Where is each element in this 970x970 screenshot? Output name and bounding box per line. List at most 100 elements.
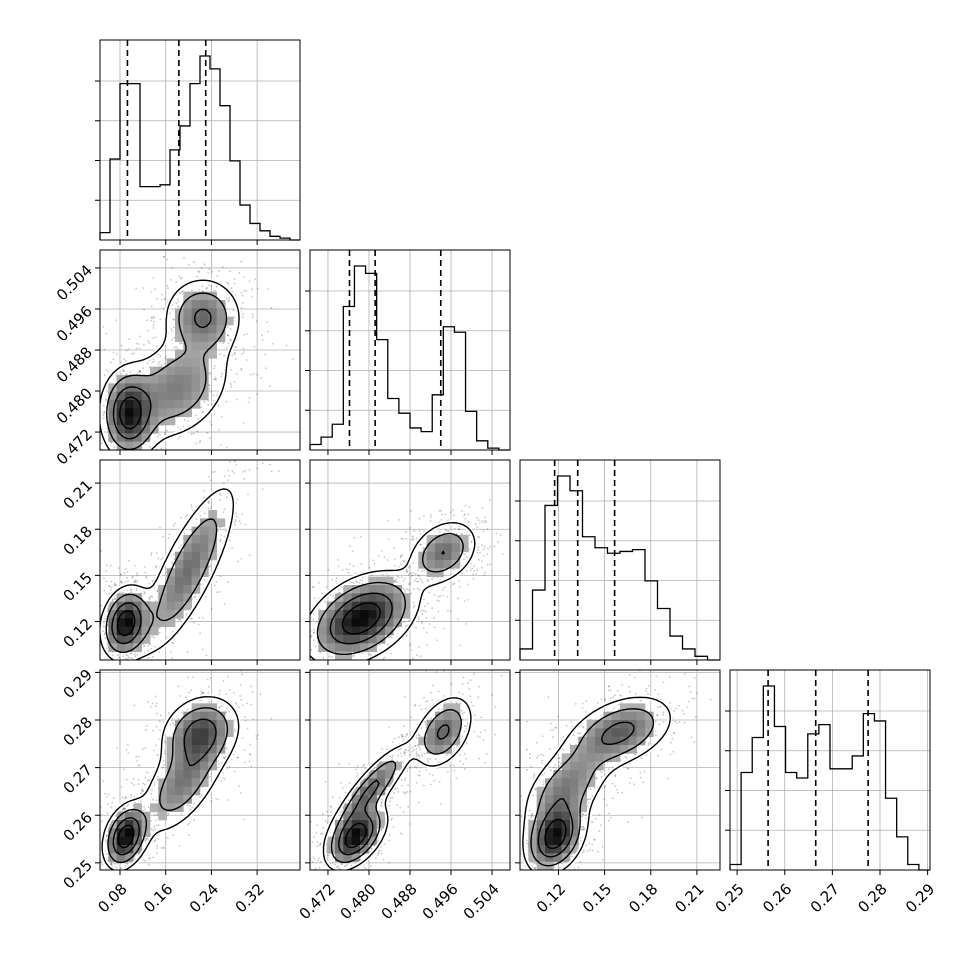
density-cell [183, 585, 192, 594]
sample-point [218, 498, 221, 501]
density-cell [150, 416, 159, 426]
sample-point [87, 853, 89, 855]
sample-point [92, 619, 94, 621]
sample-point [96, 638, 98, 640]
sample-point [217, 404, 220, 407]
sample-point [218, 706, 221, 708]
sample-point [126, 875, 128, 877]
sample-point [95, 808, 97, 810]
sample-point [231, 244, 233, 246]
sample-point [185, 696, 187, 699]
sample-point [472, 577, 475, 580]
sample-point [165, 429, 168, 432]
sample-point [106, 644, 109, 646]
sample-point [360, 535, 362, 538]
sample-point [222, 482, 225, 485]
sample-point [409, 645, 411, 647]
density-cell [175, 601, 184, 611]
sample-point [181, 711, 183, 714]
sample-point [412, 536, 415, 539]
sample-point [108, 592, 110, 595]
sample-point [136, 654, 139, 656]
density-cell [133, 618, 142, 627]
sample-point [106, 624, 109, 627]
sample-point [138, 335, 141, 338]
sample-point [452, 509, 454, 511]
sample-point [128, 871, 130, 873]
sample-point [257, 733, 259, 736]
sample-point [426, 643, 428, 646]
sample-point [101, 884, 103, 886]
sample-point [319, 667, 321, 669]
sample-point [144, 571, 147, 574]
density-cell [351, 585, 361, 594]
sample-point [126, 743, 129, 746]
sample-point [163, 749, 166, 752]
density-cell [191, 400, 201, 409]
density-cell [125, 610, 134, 619]
density-cell [191, 350, 201, 359]
sample-point [188, 691, 191, 694]
sample-point [121, 796, 124, 799]
sample-point [90, 696, 92, 698]
sample-point [152, 360, 155, 363]
histogram-step-line [729, 685, 930, 871]
sample-point [218, 429, 220, 431]
sample-point [85, 643, 87, 645]
sample-point [349, 545, 351, 548]
sample-point [160, 364, 163, 366]
sample-point [415, 626, 417, 629]
sample-point [161, 766, 164, 769]
sample-point [107, 872, 109, 874]
sample-point [209, 437, 211, 440]
sample-point [222, 679, 225, 682]
density-cell [175, 408, 184, 417]
density-cell [343, 626, 352, 636]
sample-point [70, 433, 72, 435]
x-tick-label: 0.27 [807, 880, 843, 916]
sample-point [419, 543, 422, 546]
sample-point [100, 861, 102, 863]
sample-point [244, 523, 247, 526]
density-cell [191, 366, 201, 376]
sample-point [242, 301, 244, 304]
sample-point [150, 291, 153, 293]
sample-point [195, 518, 198, 521]
density-cell [360, 593, 369, 602]
sample-point [387, 559, 389, 562]
sample-point [122, 807, 125, 810]
sample-point [180, 516, 183, 519]
sample-point [285, 344, 288, 347]
sample-point [231, 354, 234, 357]
sample-point [408, 582, 410, 585]
density-cell [208, 526, 217, 536]
sample-point [233, 770, 236, 773]
density-cell [368, 635, 377, 644]
sample-point [151, 317, 154, 320]
sample-point [438, 509, 441, 512]
sample-point [106, 795, 108, 798]
sample-point [104, 632, 107, 635]
sample-point [244, 469, 247, 472]
sample-point [74, 388, 76, 390]
sample-point [143, 662, 145, 664]
sample-point [133, 784, 136, 786]
density-cell [326, 610, 336, 619]
sample-point [93, 454, 95, 456]
density-cell [175, 350, 184, 359]
sample-point [106, 662, 108, 664]
sample-point [122, 808, 125, 810]
sample-point [210, 800, 213, 802]
density-cell [335, 618, 344, 627]
sample-point [417, 580, 419, 583]
sample-point [405, 568, 408, 571]
sample-point [144, 837, 147, 840]
sample-point [338, 591, 341, 594]
density-cell [376, 601, 386, 611]
sample-point [242, 312, 244, 315]
sample-point [203, 263, 206, 266]
sample-point [163, 298, 166, 301]
density-cell [351, 635, 361, 644]
sample-point [310, 649, 313, 651]
sample-point [129, 652, 132, 655]
